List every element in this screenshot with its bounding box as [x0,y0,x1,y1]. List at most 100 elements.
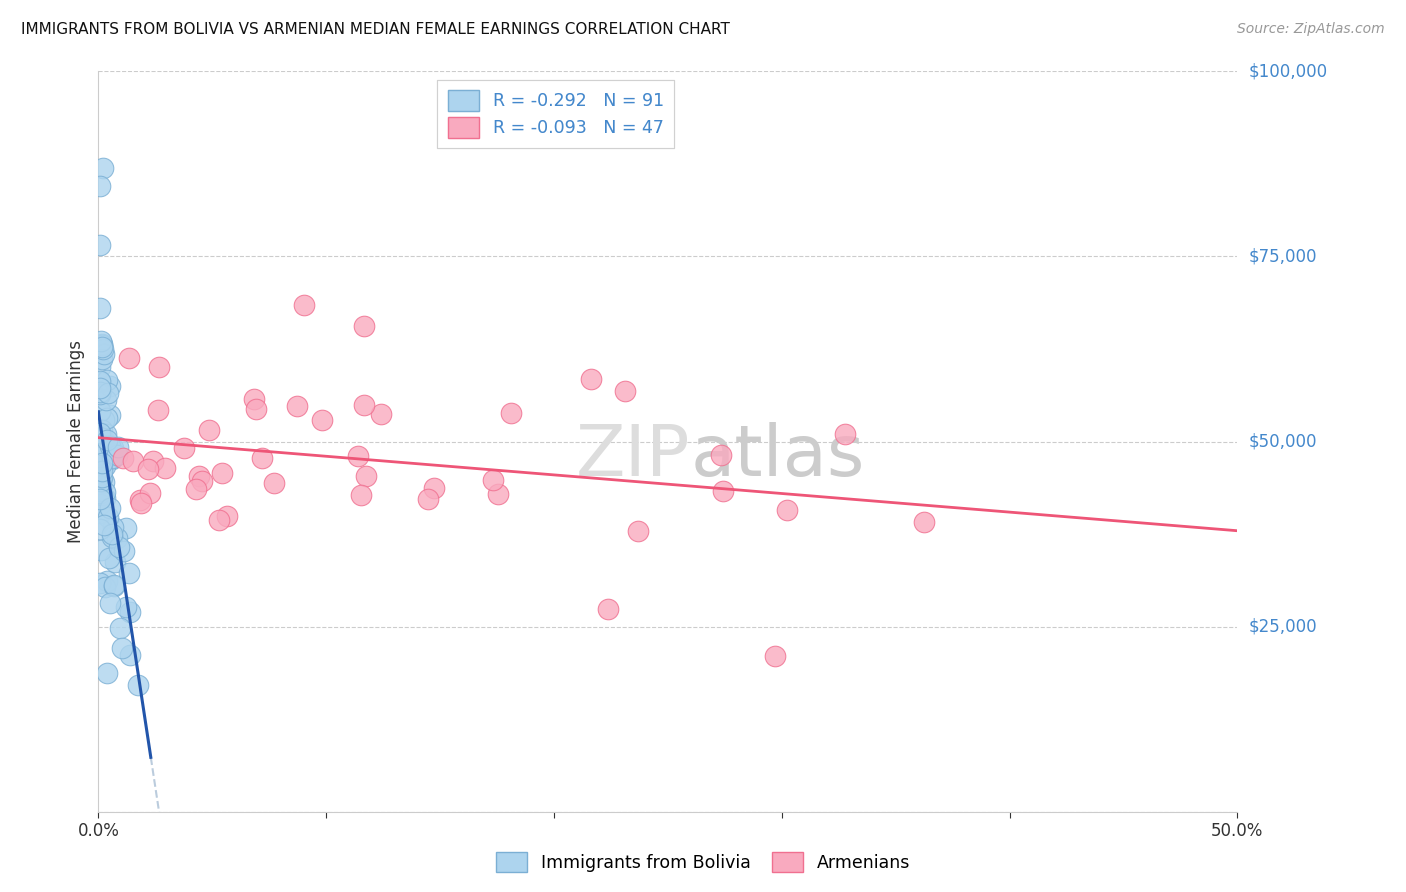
Point [107,440,129,454]
Point [89,404,111,418]
Point [285,399,308,413]
Point [103,577,125,591]
Point [89,386,111,401]
Point [96,373,118,387]
Point [89,491,111,506]
Point [136,461,159,475]
Point [101,450,124,465]
Point [354,469,377,483]
Y-axis label: Median Female Earnings: Median Female Earnings [67,340,86,543]
Point [579,372,602,386]
Point [105,532,128,546]
Point [94,426,117,441]
Point [96,433,118,447]
Point [89,428,111,442]
Point [148,359,170,374]
Point [96,451,118,466]
Point [91,456,114,470]
Point [112,451,135,466]
Point [242,392,264,406]
Point [94,393,117,408]
Point [91,431,114,445]
Point [96,666,118,681]
Point [89,404,111,418]
Point [486,486,509,500]
Point [120,648,142,663]
Point [122,454,145,468]
Point [834,426,856,441]
Point [89,179,111,194]
Point [173,441,195,455]
Point [416,492,439,507]
Point [97,385,120,400]
Text: IMMIGRANTS FROM BOLIVIA VS ARMENIAN MEDIAN FEMALE EARNINGS CORRELATION CHART: IMMIGRANTS FROM BOLIVIA VS ARMENIAN MEDI… [21,22,730,37]
Point [96,574,118,588]
Point [763,649,786,664]
Point [89,456,111,470]
Point [292,298,315,312]
Point [90,428,112,442]
Point [353,398,375,412]
Point [91,338,114,352]
Point [89,485,111,500]
Point [129,493,152,508]
Point [110,621,132,635]
Point [111,640,134,655]
Text: ZIP: ZIP [576,422,690,491]
Point [127,678,149,692]
Point [90,543,112,558]
Point [350,488,373,502]
Point [94,458,117,473]
Point [93,475,115,489]
Point [89,385,111,400]
Point [115,521,138,535]
Point [89,522,111,536]
Point [103,520,125,534]
Text: $75,000: $75,000 [1249,247,1317,266]
Point [104,555,127,569]
Point [311,413,333,427]
Point [912,515,935,529]
Point [118,566,141,580]
Text: Source: ZipAtlas.com: Source: ZipAtlas.com [1237,22,1385,37]
Point [93,413,115,427]
Point [89,238,111,252]
Point [89,450,111,464]
Point [482,473,505,487]
Point [89,381,111,395]
Point [91,470,114,484]
Point [153,460,176,475]
Point [89,425,111,440]
Point [89,489,111,503]
Point [353,318,375,333]
Point [114,599,136,614]
Legend: R = -0.292   N = 91, R = -0.093   N = 47: R = -0.292 N = 91, R = -0.093 N = 47 [437,80,675,148]
Point [91,161,114,175]
Point [96,411,118,425]
Point [208,512,231,526]
Point [98,596,121,610]
Point [139,485,162,500]
Point [191,475,214,489]
Point [96,443,118,458]
Point [91,340,114,354]
Point [370,407,392,421]
Point [142,454,165,468]
Point [89,448,111,462]
Point [776,503,799,517]
Point [90,352,112,367]
Point [711,484,734,499]
Point [93,580,115,594]
Text: $100,000: $100,000 [1249,62,1327,80]
Point [89,376,111,390]
Point [101,527,124,541]
Point [103,579,125,593]
Point [112,544,135,558]
Point [90,474,112,488]
Text: atlas: atlas [690,422,865,491]
Legend: Immigrants from Bolivia, Armenians: Immigrants from Bolivia, Armenians [489,845,917,879]
Point [627,524,650,538]
Point [89,456,111,470]
Text: $25,000: $25,000 [1249,617,1317,636]
Point [93,347,115,361]
